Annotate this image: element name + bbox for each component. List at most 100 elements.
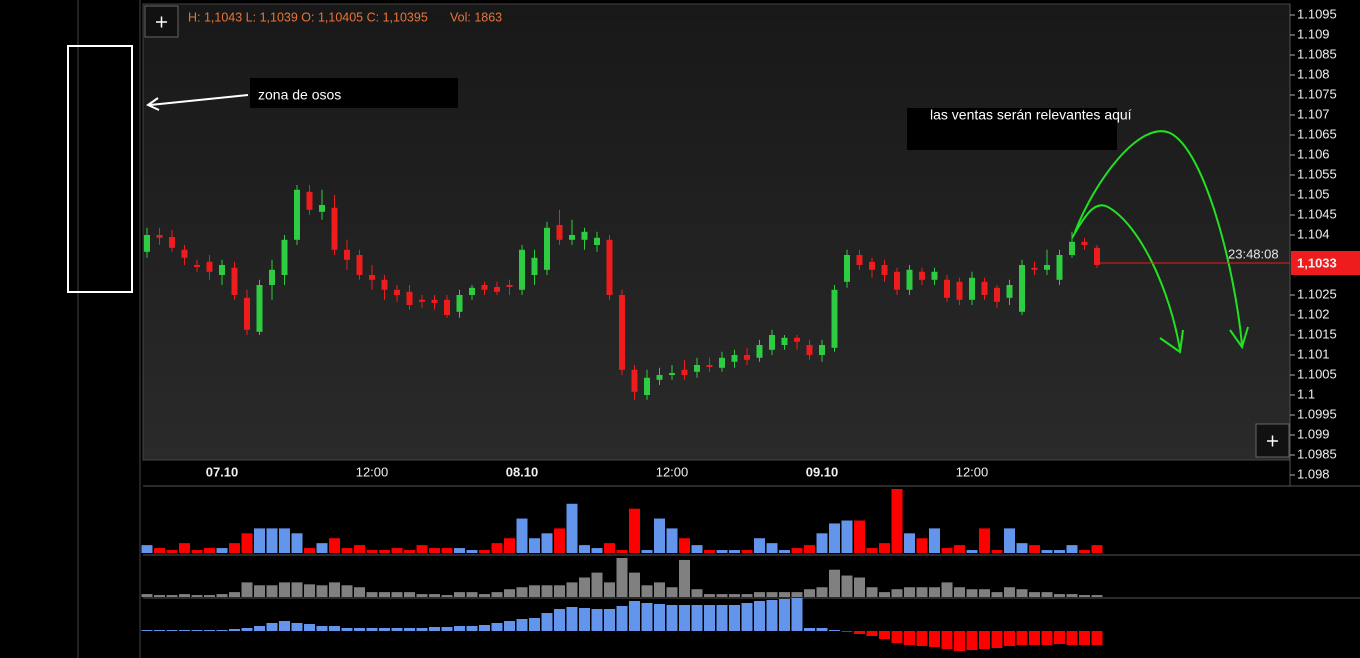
volume-bar: [754, 538, 765, 553]
candle-body: [656, 375, 663, 380]
volume-bar: [566, 607, 578, 631]
candle-body: [769, 335, 775, 350]
volume-bar: [216, 594, 228, 597]
volume-bar: [816, 587, 828, 597]
volume-bar: [1054, 594, 1065, 597]
volume-bar: [179, 630, 190, 631]
candle-body: [619, 295, 625, 370]
x-tick-label: 08.10: [506, 464, 539, 479]
volume-bar: [141, 630, 153, 631]
candle-body: [881, 265, 888, 275]
volume-bar: [966, 631, 978, 650]
volume-bar: [816, 533, 828, 553]
volume-bar: [141, 594, 153, 597]
volume-bar: [866, 548, 878, 553]
y-tick-label: 1.104: [1297, 226, 1330, 241]
volume-bar: [1041, 631, 1053, 645]
volume-bar: [441, 595, 453, 597]
candle-body: [994, 287, 1000, 302]
volume-bar: [579, 577, 590, 597]
y-tick-label: 1.1045: [1297, 206, 1337, 221]
candle-body: [231, 267, 238, 295]
volume-bar: [491, 623, 503, 631]
bar-countdown: 23:48:08: [1228, 246, 1279, 261]
volume-bar: [979, 631, 990, 649]
volume-bar: [554, 528, 565, 553]
volume-bar: [229, 629, 240, 631]
volume-bar: [741, 550, 753, 553]
volume-bar: [416, 628, 428, 631]
candle-body: [506, 285, 513, 287]
volume-bar: [916, 538, 928, 553]
volume-bar: [229, 592, 240, 597]
volume-bar: [766, 543, 778, 553]
volume-bar: [304, 548, 315, 553]
volume-bar: [566, 582, 578, 597]
volume-bar: [591, 572, 603, 597]
volume-bar: [666, 605, 678, 631]
projection-arrows: [1071, 130, 1249, 354]
volume-bar: [691, 605, 703, 631]
volume-bar: [991, 592, 1003, 597]
volume-bar: [291, 533, 303, 553]
volume-bar: [391, 628, 403, 631]
volume-bar: [479, 625, 490, 631]
volume-bar: [979, 589, 990, 597]
volume-bar: [241, 533, 253, 553]
volume-bar: [216, 630, 228, 631]
candle-body: [956, 281, 963, 300]
volume-bar: [341, 628, 353, 631]
volume-bar: [1029, 545, 1040, 553]
volume-bar: [166, 595, 178, 597]
volume-bar: [1066, 545, 1078, 553]
volume-bar: [604, 582, 615, 597]
volume-bar: [954, 545, 965, 553]
volume-bar: [516, 587, 528, 597]
volume-bar: [829, 569, 840, 597]
volume-bar: [929, 528, 940, 553]
x-tick-label: 12:00: [356, 464, 389, 479]
volume-bar: [654, 518, 665, 553]
candle-body: [1094, 247, 1100, 265]
note-box: [250, 78, 458, 108]
volume-bar: [204, 595, 215, 597]
volume-bar: [454, 548, 465, 553]
candle-body: [1081, 241, 1088, 245]
volume-bar: [929, 631, 940, 647]
candle-body: [181, 249, 188, 258]
volume-bar: [704, 550, 715, 553]
volume-bar: [991, 631, 1003, 648]
annotation: zona de osos: [258, 87, 341, 103]
volume-bar: [841, 520, 853, 553]
volume-bar: [879, 592, 890, 597]
volume-bar: [191, 630, 203, 631]
volume-bar: [916, 587, 928, 597]
volume-bar: [154, 630, 165, 631]
volume-bar: [591, 548, 603, 553]
volume-bar: [604, 609, 615, 631]
volume-bar: [729, 594, 740, 597]
candle-body: [169, 237, 175, 248]
volume-bar: [179, 543, 190, 553]
volume-bar: [741, 594, 753, 597]
volume-bar: [541, 533, 553, 553]
volume-bar: [166, 630, 178, 631]
volume-bar: [291, 582, 303, 597]
volume-bar: [1041, 550, 1053, 553]
volume-bar: [679, 538, 690, 553]
volume-bar: [204, 630, 215, 631]
last-price-label: 1,1033: [1297, 255, 1337, 270]
volume-bar: [329, 626, 340, 631]
volume-bar: [304, 584, 315, 597]
volume-bar: [316, 585, 328, 597]
volume-bar: [879, 631, 890, 639]
volume-bar: [829, 523, 840, 553]
candle-body: [419, 299, 425, 302]
candle-body: [519, 249, 525, 290]
volume-bar: [491, 592, 503, 597]
candle-body: [681, 369, 688, 375]
candle-body: [569, 235, 575, 240]
volume-bar: [279, 582, 290, 597]
volume-bar: [1054, 631, 1065, 644]
